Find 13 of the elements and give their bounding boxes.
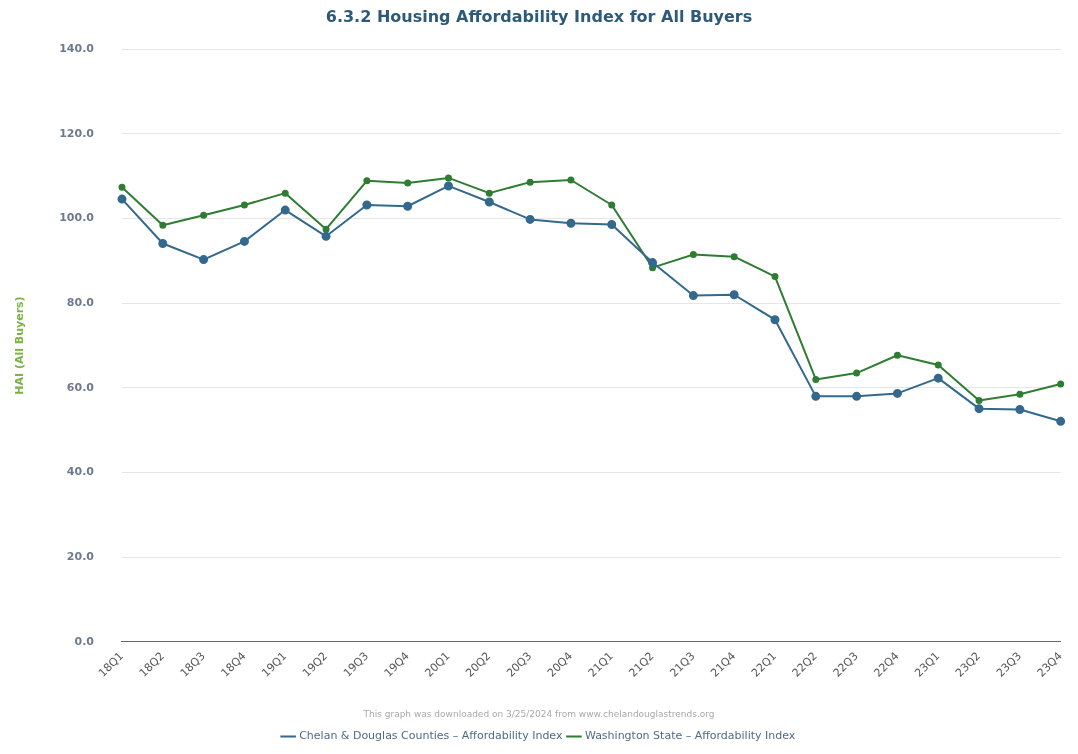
y-tick-label: 140.0 [59,42,95,56]
y-tick-label: 20.0 [66,550,95,564]
text: This graph was downloaded on 3/25/2024 from www.chelandouglastrends.org [362,709,715,720]
legend-label: Chelan & Douglas Counties – Affordability Index [299,729,563,743]
y-tick-label: 60.0 [66,380,95,394]
y-tick-label: 40.0 [66,465,95,479]
y-tick-label: 120.0 [59,126,95,140]
y-tick-label: 0.0 [74,634,95,648]
y-axis-title: HAI (All Buyers) [13,296,27,395]
legend-label: Washington State – Affordability Index [584,729,796,743]
y-tick-label: 100.0 [59,211,95,225]
chart-title: 6.3.2 Housing Affordability Index for All Buyers [325,6,753,26]
y-tick-label: 80.0 [66,296,95,310]
